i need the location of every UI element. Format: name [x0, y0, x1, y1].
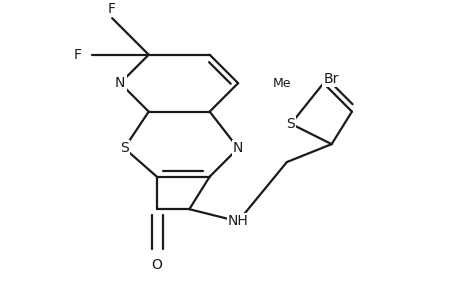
Text: S: S [120, 141, 129, 155]
Text: NH: NH [227, 214, 248, 228]
Text: Br: Br [323, 72, 338, 86]
Text: F: F [108, 2, 116, 16]
Text: S: S [286, 117, 295, 131]
Text: O: O [151, 258, 162, 272]
Text: Me: Me [272, 77, 290, 90]
Text: F: F [74, 48, 82, 62]
Text: N: N [232, 141, 243, 155]
Text: N: N [115, 76, 125, 90]
